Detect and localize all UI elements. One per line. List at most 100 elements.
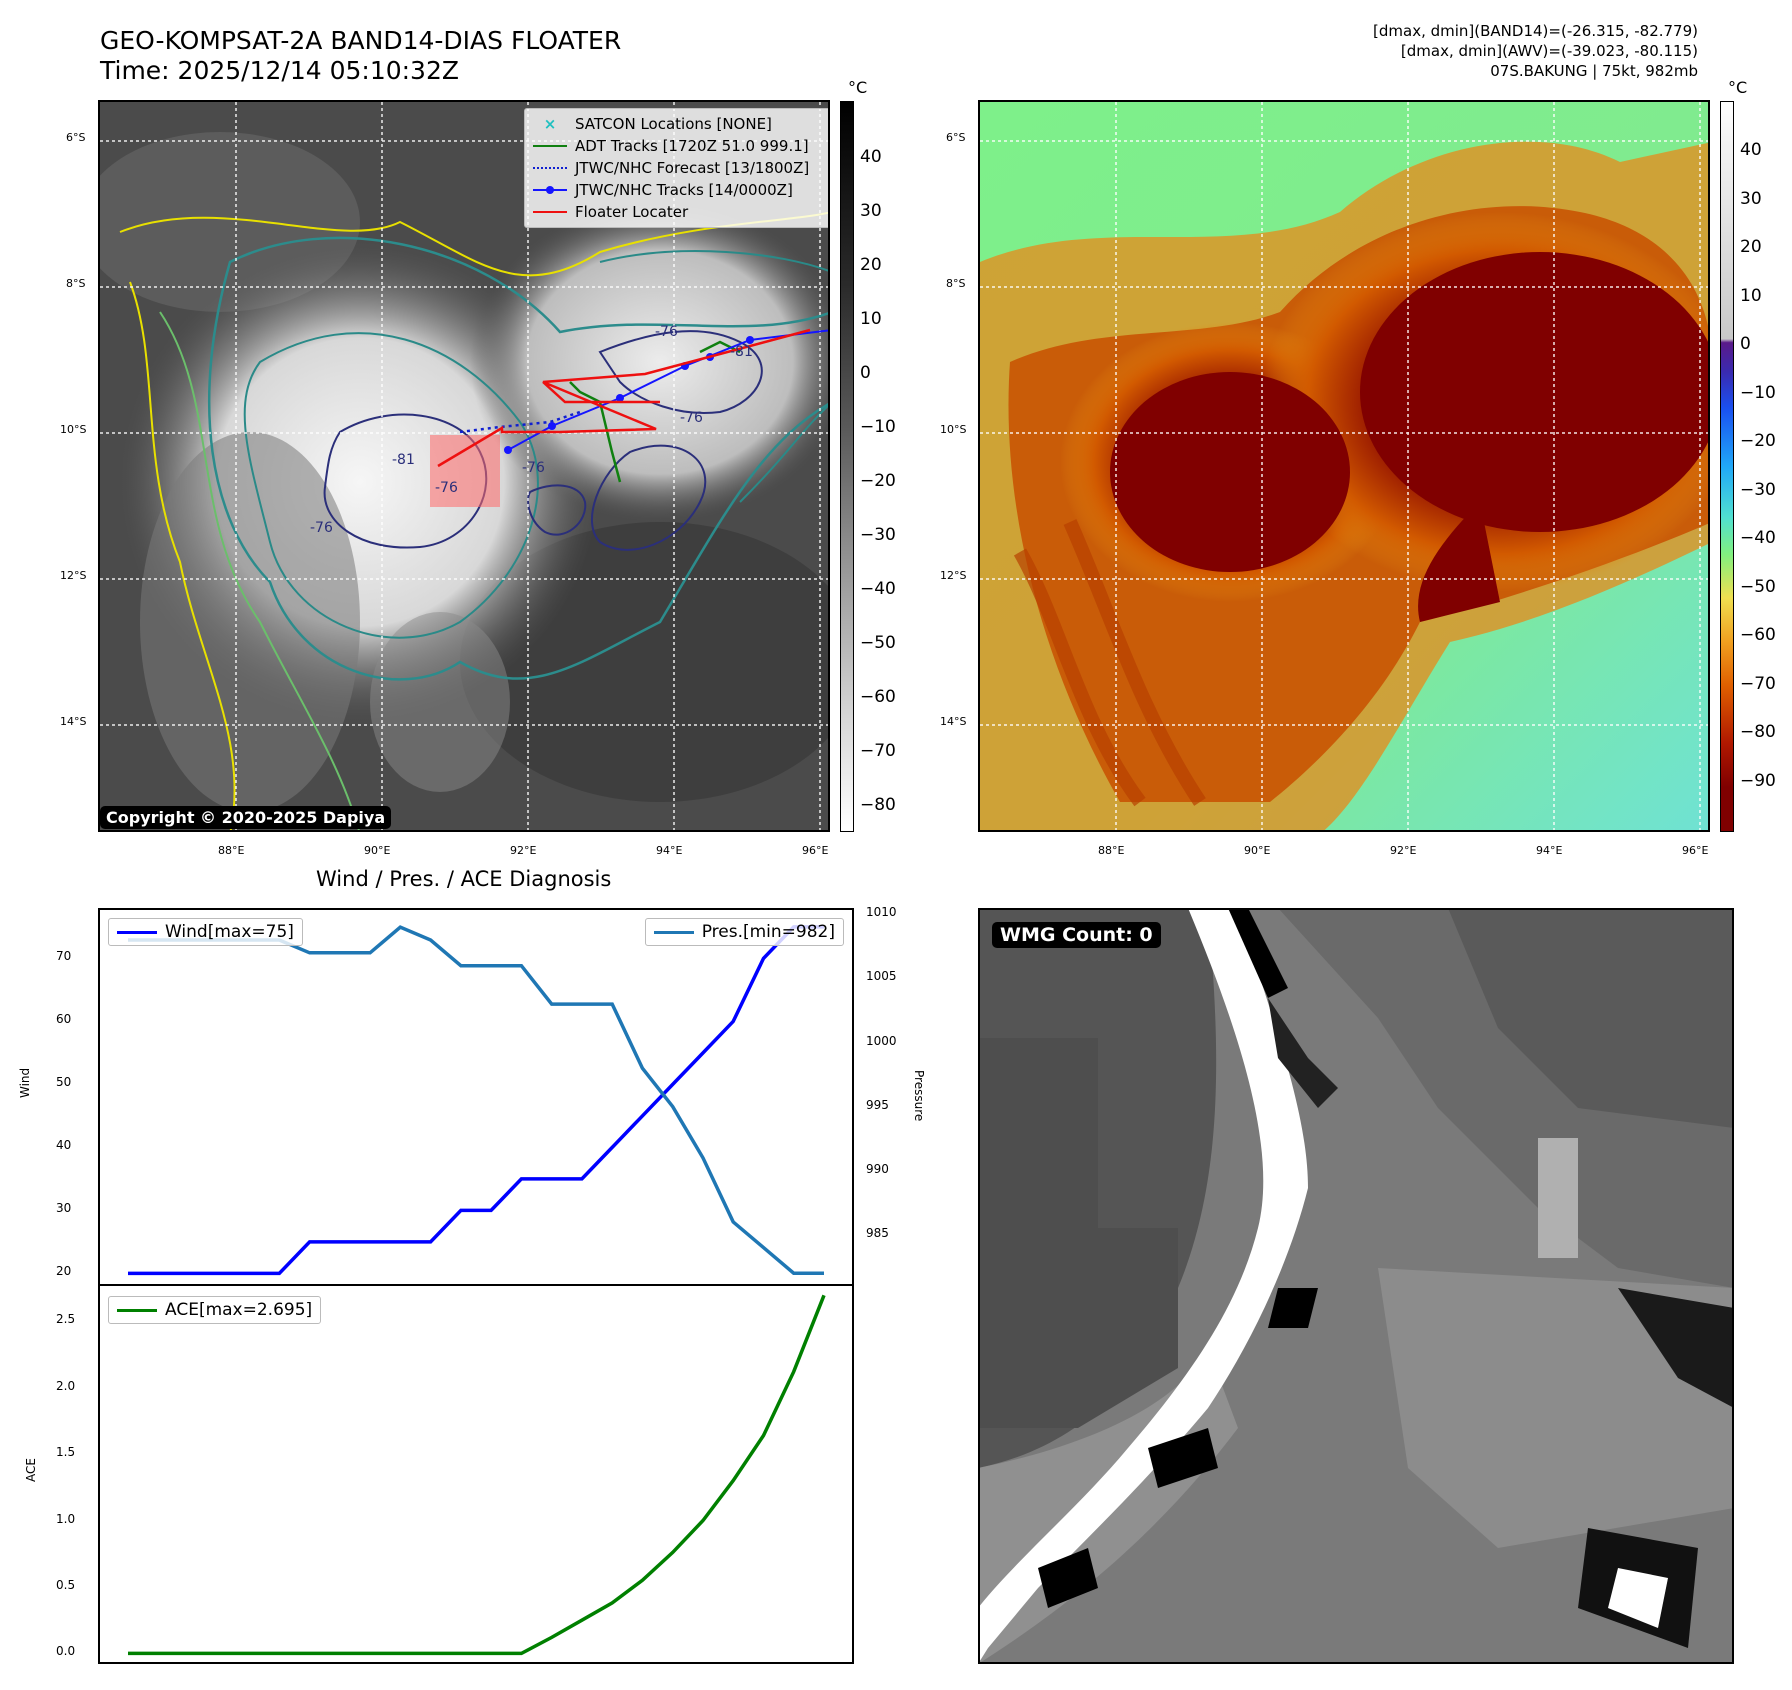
colorbar-tick: −20: [1740, 431, 1776, 451]
wmg-white-band: [980, 910, 1308, 1661]
colorbar-tick: −60: [1740, 625, 1776, 645]
colorbar-tick: 20: [860, 255, 882, 275]
jtwc-best-track: [507, 329, 828, 451]
lon-label: 94°E: [656, 844, 683, 857]
wind-tick-label: 50: [56, 1075, 72, 1090]
lat-label: 14°S: [940, 715, 967, 728]
figure-time: Time: 2025/12/14 05:10:32Z: [100, 56, 459, 85]
ace-tick-label: 2.0: [56, 1378, 76, 1393]
colorbar-tick: −40: [1740, 528, 1776, 548]
lat-label: 6°S: [946, 131, 966, 144]
colorbar-tick: −50: [860, 633, 896, 653]
wind-pressure-plot: [128, 925, 824, 1276]
colorbar-tick: −10: [1740, 382, 1776, 403]
pressure-series-line: [128, 925, 824, 1275]
wind-tick-label: 70: [56, 949, 72, 964]
contour-label: -81: [392, 452, 415, 468]
pressure-tick-label: 1005: [866, 969, 897, 984]
ace-series-line: [128, 1294, 826, 1656]
colorbar-tick: −40: [860, 579, 896, 599]
grayscale-colorbar: [840, 101, 854, 832]
jtwc-forecast-track: [459, 410, 581, 434]
wind-tick-label: 40: [56, 1138, 72, 1153]
colorbar-unit: °C: [848, 78, 868, 97]
wmg-count-badge: WMG Count: 0: [992, 922, 1161, 948]
colorbar-tick: 40: [1740, 140, 1762, 160]
ace-tick-label: 1.0: [56, 1511, 76, 1526]
ace-plot: [128, 1294, 826, 1656]
copyright-badge: Copyright © 2020-2025 Dapiya: [100, 806, 392, 829]
figure-title: GEO-KOMPSAT-2A BAND14-DIAS FLOATER: [100, 26, 622, 55]
colorbar-tick: −90: [1740, 770, 1776, 791]
pressure-tick-label: 990: [866, 1161, 889, 1176]
lon-label: 94°E: [1536, 844, 1563, 857]
pressure-tick-label: 1010: [866, 905, 897, 920]
colorbar-tick: 0: [860, 363, 871, 383]
contour-label: -76: [680, 410, 703, 426]
pressure-tick-label: 985: [866, 1225, 889, 1240]
line-dot-icon: [533, 186, 567, 194]
wind-legend: Wind[max=75]: [108, 918, 303, 946]
colorbar-tick: −80: [1740, 722, 1776, 742]
band14-range: [dmax, dmin](BAND14)=(-26.315, -82.779): [1373, 22, 1698, 40]
lon-label: 96°E: [802, 844, 829, 857]
wind-tick-label: 60: [56, 1012, 72, 1027]
colorbar-tick: −60: [860, 687, 896, 707]
lon-label: 88°E: [1098, 844, 1125, 857]
wind-pressure-chart: Wind[max=75] Pres.[min=982]: [98, 908, 854, 1286]
floater-locator: [437, 328, 811, 468]
colorbar-tick: 30: [1740, 188, 1762, 209]
colorbar-tick: −70: [1740, 673, 1776, 694]
enhanced-ir-imagery: [980, 102, 1708, 830]
dotted-line-icon: [533, 167, 567, 169]
pressure-tick-label: 1000: [866, 1033, 897, 1048]
colorbar-tick: −20: [860, 471, 896, 491]
green-line-icon: [533, 145, 567, 147]
pressure-legend: Pres.[min=982]: [644, 918, 844, 946]
lon-label: 90°E: [1244, 844, 1271, 857]
band14-ir-map: -76 -81 -76 -81 -76 -76 -76 × SATCON Loc…: [98, 100, 830, 832]
legend-tracks: JTWC/NHC Tracks [14/0000Z]: [533, 179, 823, 201]
colorbar-tick: 40: [860, 147, 882, 167]
wmg-map: WMG Count: 0: [978, 908, 1734, 1664]
awv-range: [dmax, dmin](AWV)=(-39.023, -80.115): [1400, 42, 1698, 60]
lat-label: 8°S: [946, 277, 966, 290]
red-line-icon: [533, 211, 567, 213]
colorbar-tick: −30: [860, 525, 896, 545]
colorbar-tick: 10: [860, 309, 882, 329]
lat-label: 10°S: [60, 423, 87, 436]
lon-label: 92°E: [510, 844, 537, 857]
steelblue-line-icon: [653, 930, 694, 934]
contour-label: -76: [310, 520, 333, 536]
colorbar-tick: −10: [860, 417, 896, 437]
legend-floater: Floater Locater: [533, 201, 823, 223]
contour-label: -76: [522, 460, 545, 476]
storm-summary: 07S.BAKUNG | 75kt, 982mb: [1490, 62, 1698, 80]
contour-label: -76: [435, 480, 458, 496]
colorbar-unit: °C: [1728, 78, 1748, 97]
legend-adt: ADT Tracks [1720Z 51.0 999.1]: [533, 135, 823, 157]
ace-tick-label: 0.5: [56, 1577, 76, 1592]
contour-label: -76: [655, 324, 678, 340]
wind-axis-label: Wind: [18, 1067, 32, 1098]
pressure-tick-label: 995: [866, 1097, 889, 1112]
colorbar-tick: −70: [860, 741, 896, 761]
pressure-axis-label: Pressure: [912, 1070, 926, 1122]
lat-label: 14°S: [60, 715, 87, 728]
wind-tick-label: 30: [56, 1201, 72, 1216]
lat-label: 8°S: [66, 277, 86, 290]
lon-label: 92°E: [1390, 844, 1417, 857]
legend-satcon: × SATCON Locations [NONE]: [533, 113, 823, 135]
band14-enhanced-map: [978, 100, 1710, 832]
lat-label: 12°S: [60, 569, 87, 582]
lat-label: 6°S: [66, 131, 86, 144]
color-colorbar: [1720, 101, 1734, 832]
colorbar-tick: 20: [1740, 237, 1762, 257]
ace-chart: ACE[max=2.695]: [98, 1284, 854, 1664]
lat-label: 10°S: [940, 423, 967, 436]
lon-label: 96°E: [1682, 844, 1709, 857]
ace-tick-label: 1.5: [56, 1445, 76, 1460]
green-line-icon: [117, 1308, 157, 1312]
ace-axis-label: ACE: [24, 1458, 38, 1482]
ace-tick-label: 2.5: [56, 1312, 76, 1327]
